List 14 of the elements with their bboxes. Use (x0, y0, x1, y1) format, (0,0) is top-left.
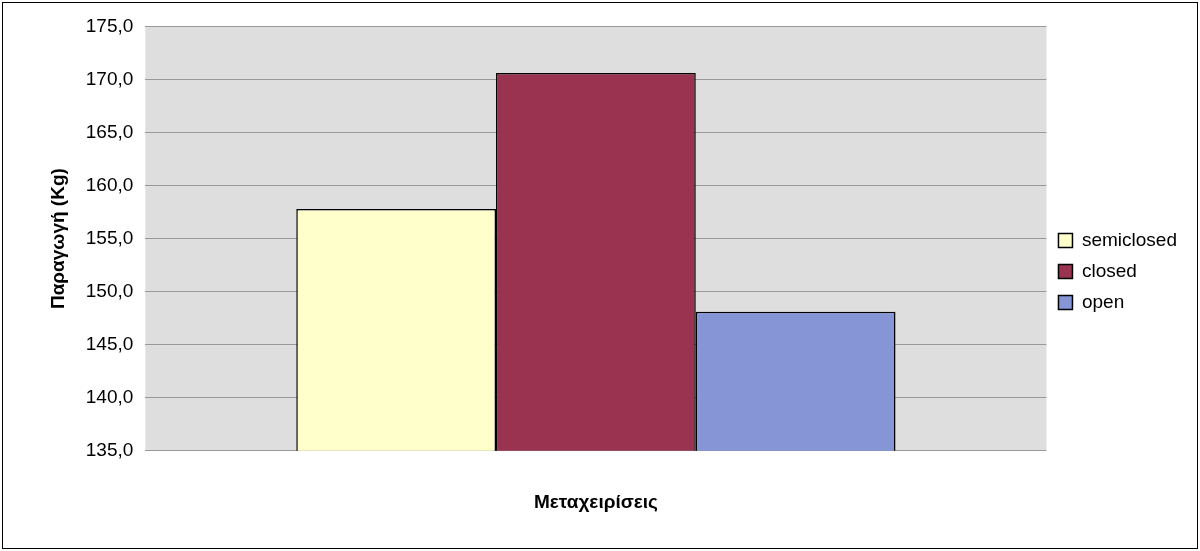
y-tick-label: 145,0 (85, 332, 134, 354)
y-tick-label: 175,0 (85, 14, 134, 36)
x-axis-title: Μεταχειρίσεις (533, 490, 658, 512)
legend-label: semiclosed (1081, 228, 1178, 250)
y-axis-title: Παραγωγή (Kg) (46, 168, 68, 310)
y-tick-label: 135,0 (85, 439, 134, 461)
legend-label: closed (1081, 259, 1137, 281)
y-tick-label: 165,0 (85, 120, 134, 142)
y-tick-label: 155,0 (85, 226, 134, 248)
y-tick-label: 170,0 (85, 67, 134, 89)
y-tick-label: 140,0 (85, 385, 134, 407)
y-tick-label: 160,0 (85, 173, 134, 195)
y-tick-label: 150,0 (85, 279, 134, 301)
legend-label: open (1081, 290, 1125, 312)
